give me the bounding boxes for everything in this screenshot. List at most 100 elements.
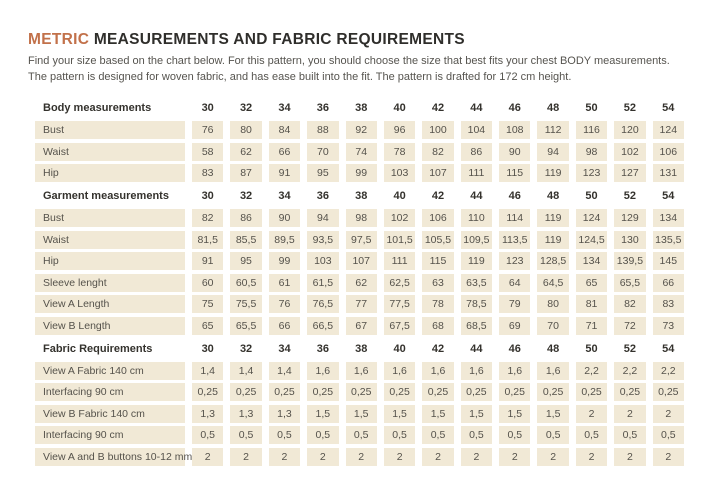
table-row: Waist 81,5 85,5 89,5 93,5 97,5 101,5 105,5 109,5… <box>35 230 684 249</box>
value-cell: 68,5 <box>460 316 493 335</box>
size-header-cell: 42 <box>431 190 445 202</box>
value-cell: 131 <box>652 164 684 182</box>
value-cell: 1,6 <box>307 361 339 380</box>
row-label-cell: Interfacing 90 cm <box>35 426 185 444</box>
value-cell: 119 <box>460 252 493 270</box>
size-header-cell: 32 <box>239 190 253 202</box>
size-header-cell: 40 <box>393 342 406 355</box>
value-cell: 81,5 <box>192 230 224 249</box>
row-label-cell: Bust <box>35 121 185 139</box>
value-cell: 86 <box>230 209 262 227</box>
size-header-cell: 54 <box>662 190 675 202</box>
value-cell: 89,5 <box>268 230 301 249</box>
value-cell: 98 <box>575 142 608 161</box>
value-cell: 0,5 <box>345 426 377 444</box>
value-cell: 1,5 <box>307 404 339 423</box>
value-cell: 90 <box>268 209 301 227</box>
value-cell: 102 <box>614 142 646 161</box>
table-row: Bust 76 80 84 88 92 96 100 104 108 112 116 120 124 <box>35 121 684 139</box>
value-cell: 2 <box>652 447 684 466</box>
size-header-cell: 52 <box>623 190 637 202</box>
size-header-cell: 36 <box>316 102 329 114</box>
value-cell: 124 <box>652 121 684 139</box>
size-header-cell: 38 <box>355 102 368 114</box>
size-header-cell: 38 <box>355 342 368 355</box>
size-header-cell: 50 <box>585 102 598 114</box>
value-cell: 2 <box>575 404 608 423</box>
size-header-cell: 48 <box>547 102 560 114</box>
value-cell: 86 <box>460 142 493 161</box>
table-row: View B Fabric 140 cm 1,3 1,3 1,3 1,5 1,5 1,5 1,… <box>35 404 684 423</box>
size-header-cell: 30 <box>201 342 214 355</box>
value-cell: 100 <box>422 121 454 139</box>
value-cell: 0,25 <box>652 383 684 401</box>
table-row: Bust 82 86 90 94 98 102 106 110 114 119 124 129 134 <box>35 209 684 227</box>
value-cell: 94 <box>537 142 569 161</box>
value-cell: 0,5 <box>537 426 569 444</box>
value-cell: 62 <box>345 273 377 292</box>
value-cell: 61 <box>268 273 301 292</box>
value-cell: 1,3 <box>192 404 224 423</box>
value-cell: 66 <box>652 273 684 292</box>
value-cell: 60,5 <box>230 273 262 292</box>
value-cell: 91 <box>268 164 301 182</box>
value-cell: 106 <box>652 142 684 161</box>
value-cell: 0,25 <box>192 383 224 401</box>
row-label-cell: View A and B buttons 10-12 mm <box>35 447 192 466</box>
value-cell: 98 <box>345 209 377 227</box>
value-cell: 2 <box>422 447 454 466</box>
value-cell: 2 <box>614 404 646 423</box>
value-cell: 2 <box>460 447 493 466</box>
value-cell: 65 <box>575 273 608 292</box>
value-cell: 66,5 <box>307 316 339 335</box>
value-cell: 1,4 <box>268 361 301 380</box>
size-header-cell: 38 <box>355 190 368 202</box>
value-cell: 95 <box>230 252 262 270</box>
value-cell: 2 <box>383 447 416 466</box>
value-cell: 93,5 <box>307 230 339 249</box>
intro-paragraph: Find your size based on the chart below.… <box>28 54 692 85</box>
intro-line-2: The pattern is designed for woven fabric… <box>28 70 572 83</box>
value-cell: 101,5 <box>383 230 416 249</box>
value-cell: 1,5 <box>345 404 377 423</box>
value-cell: 2 <box>575 447 608 466</box>
size-header-cell: 52 <box>623 102 637 114</box>
size-header-cell: 44 <box>470 190 483 202</box>
value-cell: 66 <box>268 316 301 335</box>
row-label-cell: Waist <box>35 230 185 249</box>
table-row: View A Length 75 75,5 76 76,5 77 77,5 78 78,5 79 8… <box>35 295 684 313</box>
value-cell: 0,25 <box>345 383 377 401</box>
value-cell: 1,6 <box>499 361 531 380</box>
value-cell: 1,3 <box>268 404 301 423</box>
size-header-cell: 40 <box>393 190 406 202</box>
value-cell: 67,5 <box>383 316 416 335</box>
value-cell: 73 <box>652 316 684 335</box>
value-cell: 0,5 <box>230 426 262 444</box>
table-row: Waist 58 62 66 70 74 78 82 86 90 94 98 102 106 <box>35 142 684 161</box>
value-cell: 85,5 <box>230 230 262 249</box>
value-cell: 67 <box>345 316 377 335</box>
value-cell: 84 <box>268 121 301 139</box>
value-cell: 97,5 <box>345 230 377 249</box>
value-cell: 62 <box>230 142 262 161</box>
value-cell: 119 <box>537 230 569 249</box>
value-cell: 0,5 <box>383 426 416 444</box>
section-header-row: Garment measurements 30 32 34 36 38 40 42 44 46 48… <box>35 187 684 205</box>
section-header-label: Fabric Requirements <box>43 342 153 355</box>
value-cell: 69 <box>499 316 531 335</box>
size-header-cell: 46 <box>508 190 521 202</box>
value-cell: 64 <box>499 273 531 292</box>
value-cell: 0,5 <box>307 426 339 444</box>
table-row: Hip 83 87 91 95 99 103 107 111 115 119 123 127 131 <box>35 164 684 182</box>
value-cell: 2 <box>652 404 684 423</box>
size-header-cell: 50 <box>585 342 598 355</box>
value-cell: 111 <box>460 164 493 182</box>
size-header-cell: 54 <box>662 342 675 355</box>
value-cell: 0,25 <box>383 383 416 401</box>
value-cell: 0,25 <box>460 383 493 401</box>
size-header-cell: 48 <box>547 342 560 355</box>
size-header-cell: 46 <box>508 102 521 114</box>
value-cell: 111 <box>383 252 416 270</box>
value-cell: 2 <box>345 447 377 466</box>
value-cell: 2 <box>614 447 646 466</box>
